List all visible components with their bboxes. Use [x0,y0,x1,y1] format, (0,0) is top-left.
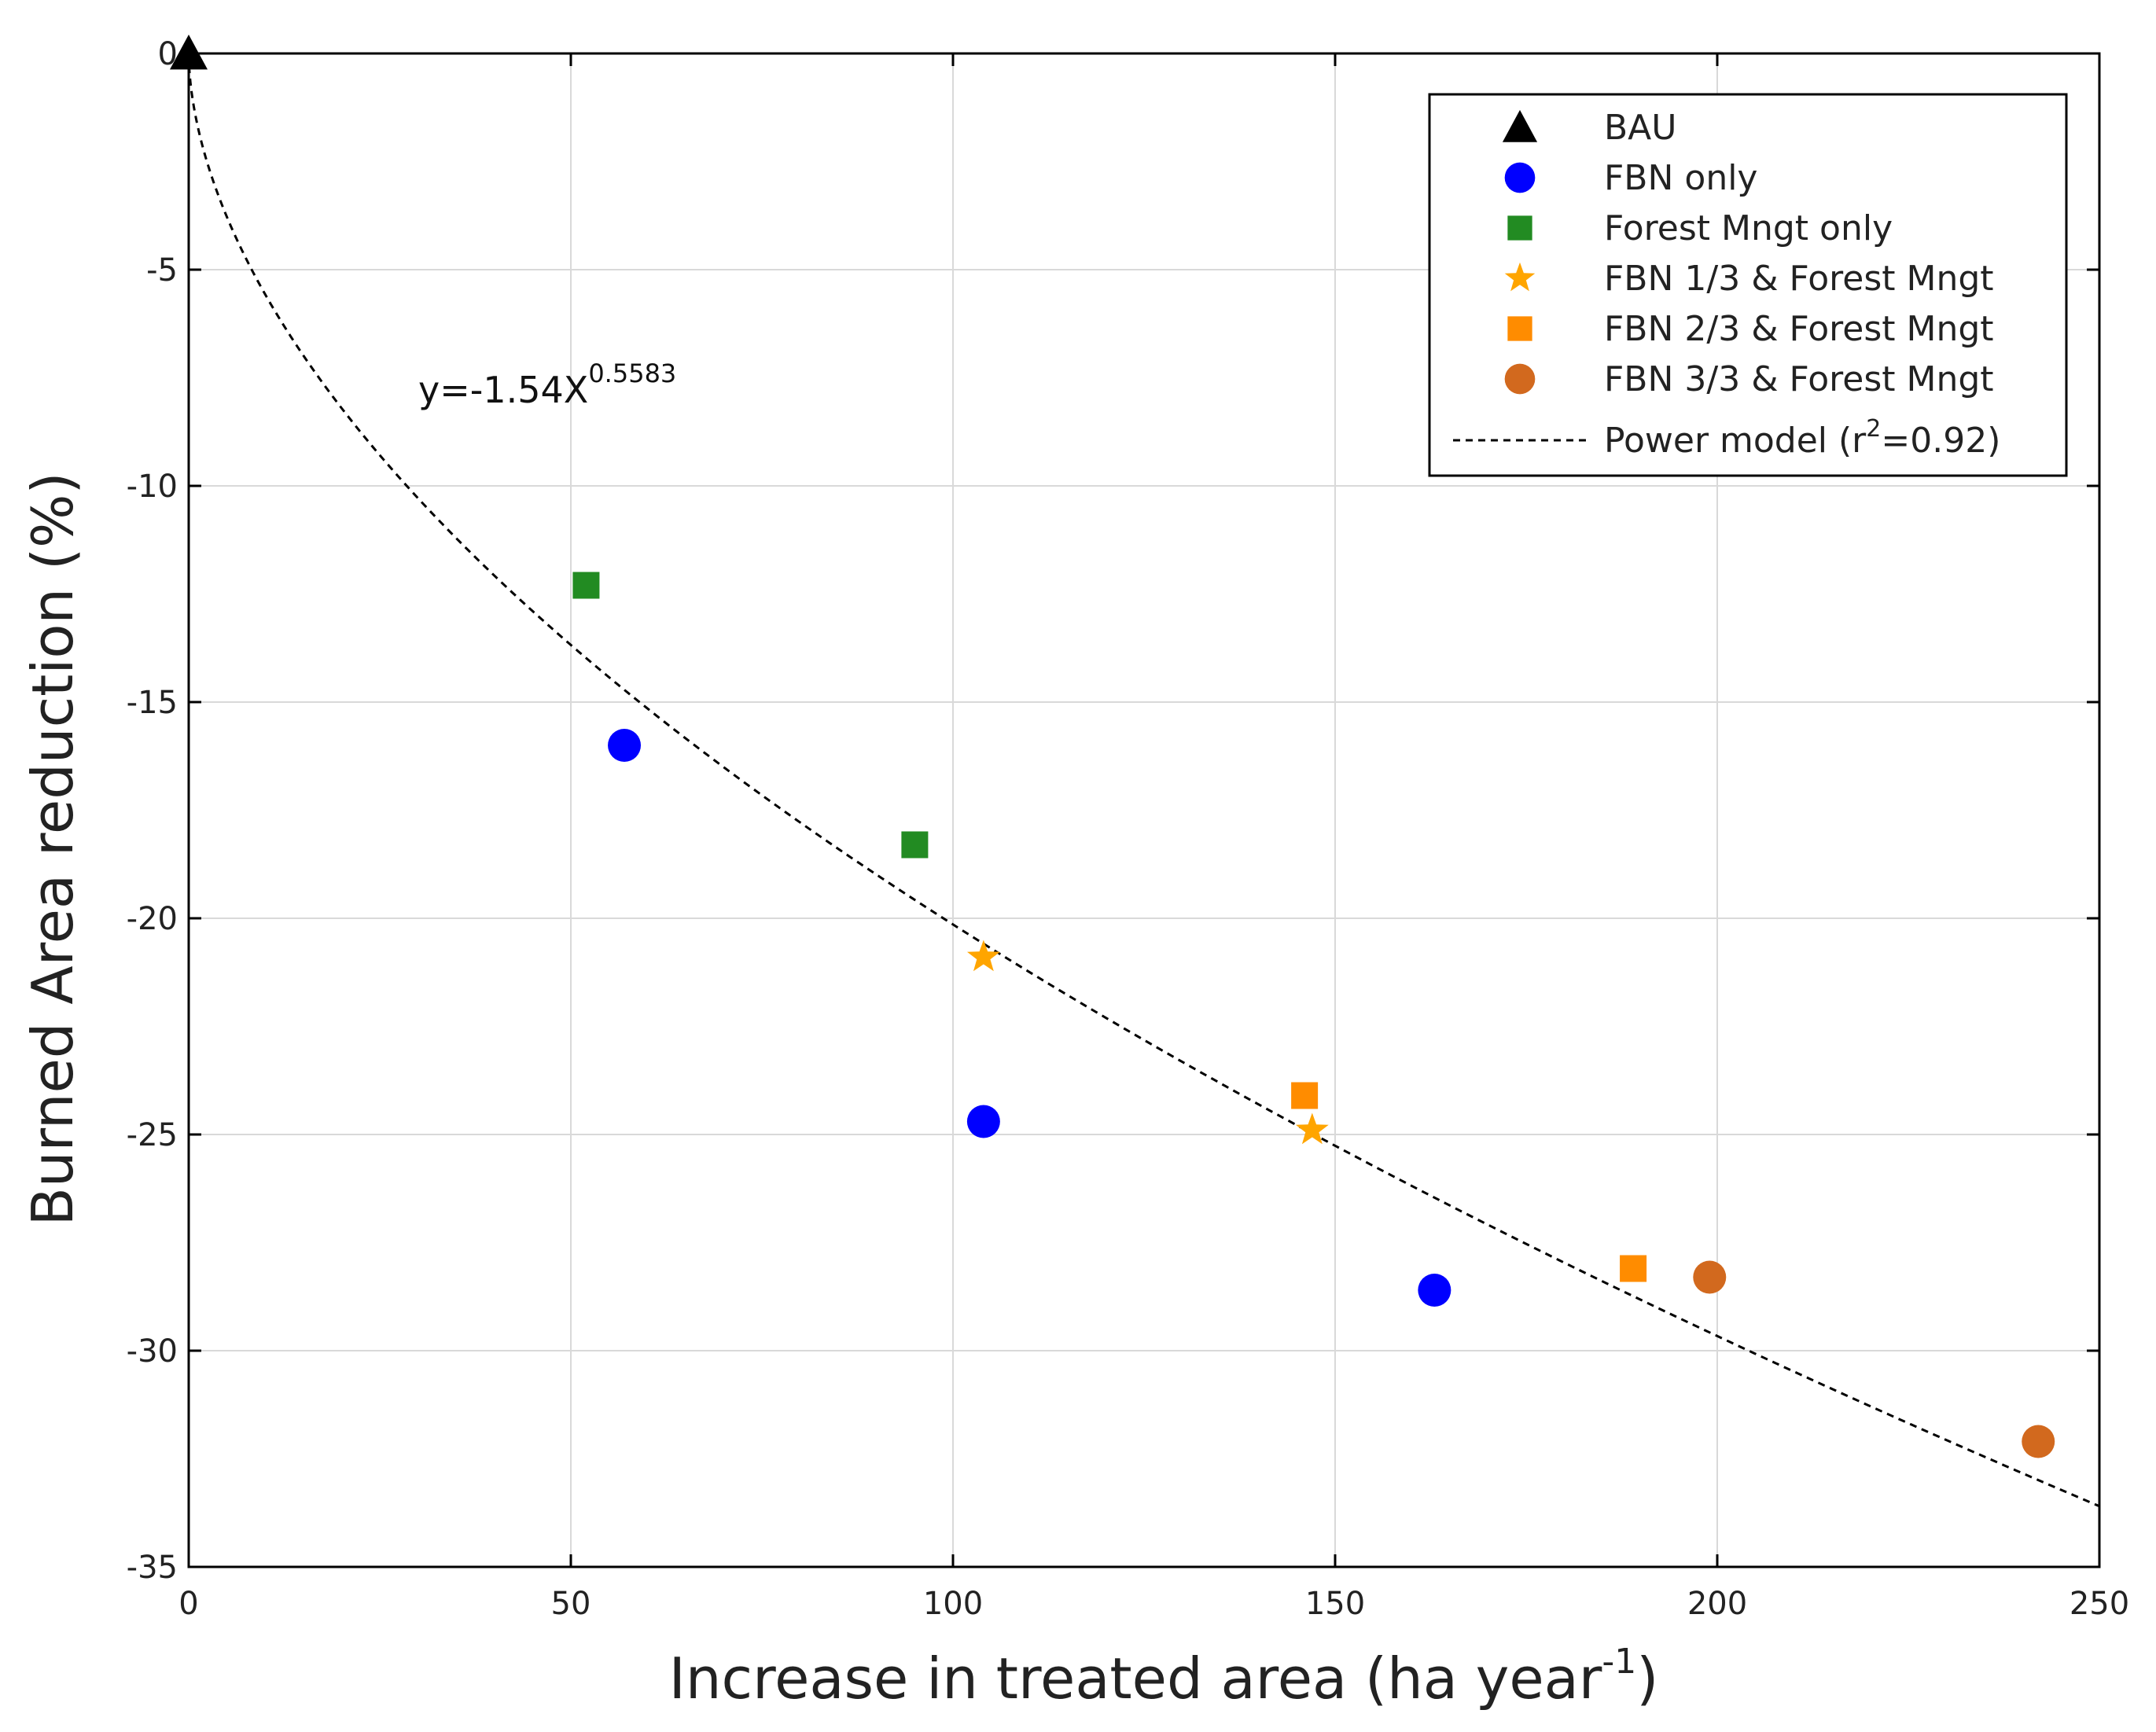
legend-label-fbn-3-3-forest-mngt: FBN 3/3 & Forest Mngt [1604,359,1994,399]
data-point-fbn-1-3-forest-mngt [1295,1112,1329,1145]
x-axis-label-text: Increase in treated area (ha year [669,1646,1602,1712]
power-model-curve [187,53,2100,1508]
legend-label-fbn-1-3-forest-mngt: FBN 1/3 & Forest Mngt [1604,259,1994,299]
legend-marker-bau [1502,109,1538,142]
data-point-fbn-3-3-forest-mngt [1693,1260,1727,1294]
x-axis-label-exponent: -1 [1602,1642,1636,1682]
legend-box [1428,93,2068,477]
y-tick-label: -25 [127,1117,178,1153]
legend-label-bau: BAU [1604,108,1677,148]
legend-marker-fbn-2-3-forest-mngt [1507,316,1532,341]
y-tick-label: -10 [127,469,178,505]
y-tick-label: -30 [127,1333,178,1370]
data-point-bau [170,35,208,70]
data-point-fbn-2-3-forest-mngt [1291,1082,1319,1109]
y-axis-label: Burned Area reduction (%) [20,472,86,1226]
legend-marker-fbn-1-3-forest-mngt [1504,262,1536,292]
x-tick-label: 150 [1305,1586,1365,1622]
fit-equation-exponent: 0.5583 [588,359,676,388]
plot-frame [187,52,2101,1568]
legend-marker-fbn-3-3-forest-mngt [1504,363,1536,395]
y-tick-label: -35 [127,1550,178,1586]
fit-equation-annotation: y=-1.54X0.5583 [418,359,676,411]
x-tick-label: 50 [551,1586,591,1622]
tick-labels: 0 50 100 150 200 250 0 -5 -10 -15 -20 -25 -30 -35 [127,36,2130,1622]
tick-marks [187,52,2101,1568]
data-points-layer [170,35,2055,1458]
legend-label-fbn-2-3-forest-mngt: FBN 2/3 & Forest Mngt [1604,309,1994,349]
legend-label-forest-mngt-only: Forest Mngt only [1604,208,1893,248]
x-tick-label: 100 [923,1586,983,1622]
data-point-fbn-only [966,1105,1000,1138]
y-tick-label: -20 [127,901,178,937]
data-point-forest-mngt-only [901,831,929,859]
data-point-fbn-only [608,729,642,762]
legend-marker-forest-mngt-only [1507,215,1532,241]
y-tick-label: 0 [158,36,178,72]
data-point-fbn-3-3-forest-mngt [2022,1425,2055,1458]
x-tick-label: 0 [178,1586,198,1622]
data-point-forest-mngt-only [572,572,600,599]
y-tick-label: -5 [146,252,178,289]
x-axis-label-close: ) [1636,1646,1658,1712]
fit-curve-layer [187,53,2100,1508]
legend: BAU FBN only Forest Mngt only FBN 1/3 & For… [1428,93,2068,477]
x-tick-label: 250 [2070,1586,2129,1622]
data-point-fbn-1-3-forest-mngt [966,940,1000,972]
fit-equation-text: y=-1.54X [418,369,588,411]
y-tick-label: -15 [127,685,178,721]
x-axis-label: Increase in treated area (ha year-1) [669,1642,1659,1712]
legend-label-fbn-only: FBN only [1604,158,1757,198]
legend-marker-fbn-only [1504,162,1536,193]
data-point-fbn-2-3-forest-mngt [1620,1255,1647,1282]
legend-label-power-model: Power model (r2=0.92) [1604,415,2000,461]
x-tick-label: 200 [1687,1586,1747,1622]
data-point-fbn-only [1418,1274,1451,1307]
